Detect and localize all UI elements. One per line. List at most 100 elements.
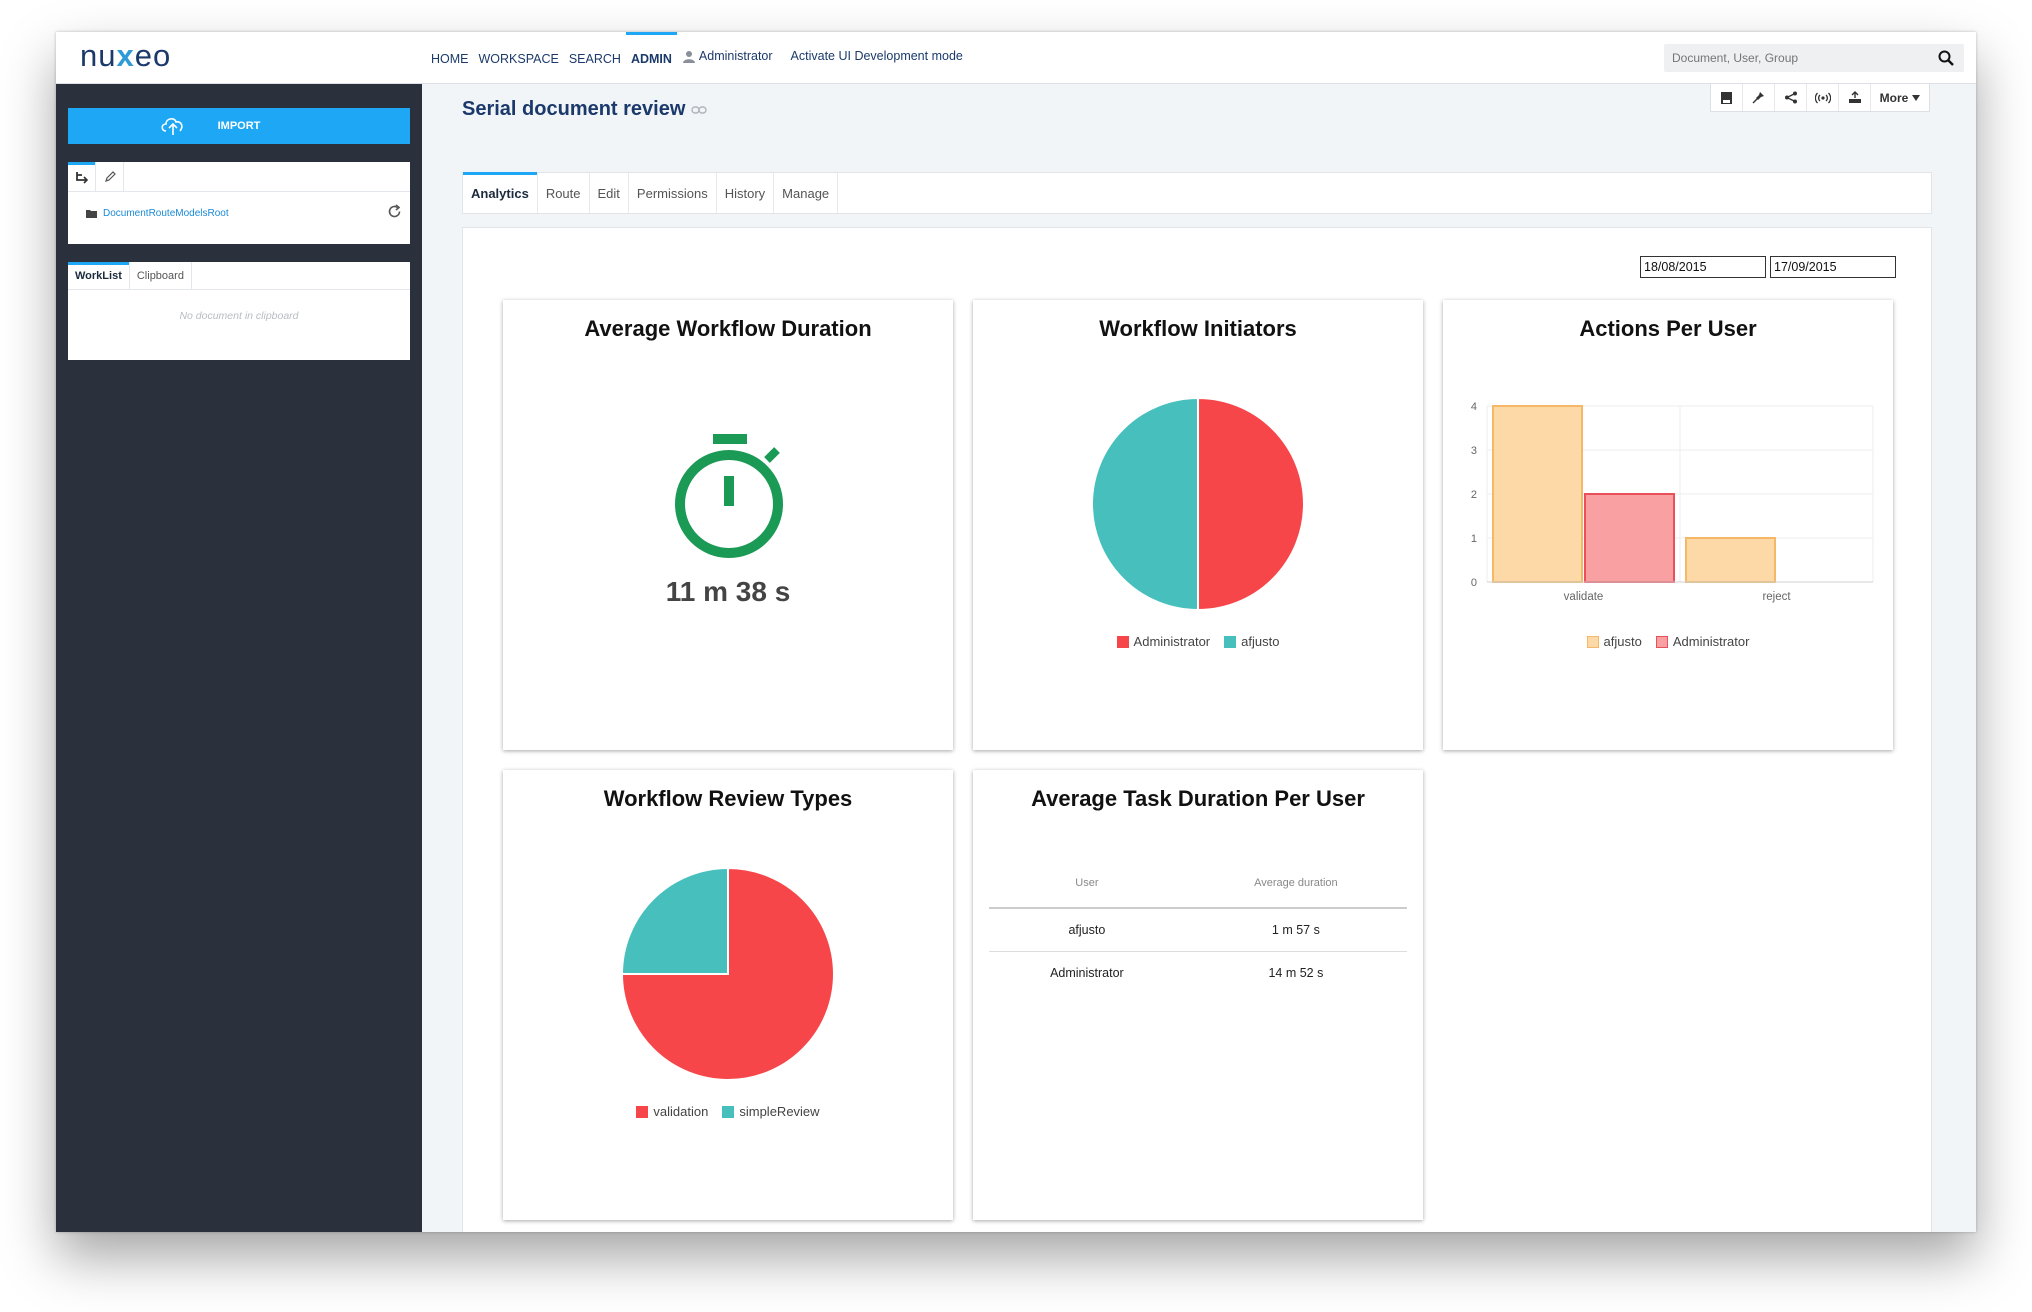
nav-search[interactable]: SEARCH — [568, 52, 621, 66]
legend-swatch — [1224, 635, 1237, 648]
card-actions-per-user: Actions Per User 0 1 2 3 4 validate reject afj… — [1443, 300, 1893, 750]
tab-navigation-tree[interactable] — [68, 162, 96, 192]
nav-workspace[interactable]: WORKSPACE — [478, 52, 559, 66]
page-title: Serial document review — [462, 98, 708, 121]
table-row: afjusto 1 m 57 s — [989, 908, 1407, 952]
tab-route[interactable]: Route — [538, 173, 590, 213]
dev-mode-link[interactable]: Activate UI Development mode — [790, 49, 963, 63]
tree-panel: DocumentRouteModelsRoot — [68, 162, 410, 244]
cell-user: Administrator — [1050, 965, 1124, 980]
clipboard-empty-text: No document in clipboard — [179, 310, 299, 322]
y-tick-label: 4 — [1471, 401, 1477, 413]
tab-clipboard[interactable]: Clipboard — [130, 262, 192, 289]
column-header-user: User — [989, 858, 1185, 909]
document-title: Serial document review — [462, 98, 686, 120]
review-types-pie-chart — [620, 866, 835, 1081]
table-row: Administrator 14 m 52 s — [989, 951, 1407, 994]
tab-analytics[interactable]: Analytics — [463, 172, 538, 213]
cell-duration: 14 m 52 s — [1268, 965, 1324, 980]
caret-down-icon — [1912, 94, 1921, 101]
initiators-pie-chart — [1091, 396, 1305, 612]
cell-duration: 1 m 57 s — [1184, 908, 1407, 952]
bar-afjusto-validate[interactable] — [1492, 405, 1583, 583]
y-tick-label: 0 — [1471, 577, 1477, 589]
card-workflow-initiators: Workflow Initiators Administrator afjusto — [973, 300, 1423, 750]
legend-item: afjusto — [1586, 634, 1642, 649]
legend-swatch — [722, 1105, 735, 1118]
tab-manage[interactable]: Manage — [774, 173, 839, 213]
legend-item: Administrator — [1655, 634, 1749, 649]
pie-slice-validation[interactable] — [620, 866, 835, 1081]
card-title: Workflow Review Types — [603, 786, 853, 811]
user-menu[interactable]: Administrator — [677, 49, 779, 63]
permalink-icon[interactable] — [691, 105, 708, 115]
tree-item-label: DocumentRouteModelsRoot — [103, 208, 229, 219]
start-date-input[interactable] — [1640, 256, 1766, 278]
more-menu-button[interactable]: More — [1871, 84, 1929, 111]
import-label: IMPORT — [217, 120, 261, 132]
card-average-workflow-duration: Average Workflow Duration 11 m 38 s — [503, 300, 953, 750]
y-tick-label: 1 — [1471, 533, 1477, 545]
end-date-input[interactable] — [1770, 256, 1896, 278]
x-tick-label: validate — [1564, 591, 1604, 603]
refresh-icon[interactable] — [387, 204, 402, 219]
pencil-icon — [104, 171, 116, 182]
save-as-icon[interactable] — [1711, 84, 1743, 111]
y-tick-label: 3 — [1471, 445, 1477, 457]
x-tick-label: reject — [1762, 591, 1791, 603]
tab-history[interactable]: History — [717, 173, 775, 213]
cloud-upload-icon — [161, 118, 183, 135]
pie-slice-Administrator[interactable] — [1197, 396, 1305, 612]
bar-afjusto-reject[interactable] — [1685, 537, 1776, 583]
worklist-tabs: WorkList Clipboard — [68, 262, 410, 290]
tree-item-root[interactable]: DocumentRouteModelsRoot — [86, 208, 229, 219]
legend-item: simpleReview — [722, 1104, 820, 1119]
tab-permissions[interactable]: Permissions — [629, 173, 717, 213]
worklist-panel: WorkList Clipboard No document in clipbo… — [68, 262, 410, 360]
share-icon[interactable] — [1775, 84, 1807, 111]
user-name: Administrator — [698, 49, 773, 63]
pie-slice-simpleReview[interactable] — [620, 866, 729, 975]
legend-label: afjusto — [1603, 634, 1642, 649]
legend-swatch — [1655, 635, 1668, 648]
nav-home[interactable]: HOME — [431, 52, 469, 66]
tab-edit-tree[interactable] — [96, 162, 124, 192]
nav-admin[interactable]: ADMIN — [625, 32, 677, 84]
top-bar: nuxeo HOME WORKSPACE SEARCH ADMIN Admini… — [56, 32, 1976, 84]
folder-icon — [86, 210, 97, 218]
card-title: Actions Per User — [1579, 316, 1757, 341]
bar-Administrator-validate[interactable] — [1584, 493, 1675, 583]
subscribe-icon[interactable] — [1807, 84, 1839, 111]
actions-bar-chart: 0 1 2 3 4 validate reject — [1471, 401, 1874, 603]
pie-slice-afjusto[interactable] — [1091, 396, 1199, 612]
actions-legend: afjusto Administrator — [1443, 634, 1893, 649]
analytics-panel: Average Workflow Duration 11 m 38 s Work… — [462, 227, 1932, 1232]
tree-icon — [76, 171, 88, 184]
tab-worklist[interactable]: WorkList — [68, 262, 130, 289]
task-duration-table: User Average duration afjusto 1 m 57 s A… — [989, 858, 1407, 994]
table-header-row: User Average duration — [989, 858, 1407, 909]
tree-tabs — [68, 162, 410, 192]
pin-icon[interactable] — [1743, 84, 1775, 111]
more-label: More — [1879, 90, 1909, 105]
export-icon[interactable] — [1839, 84, 1871, 111]
legend-label: Administrator — [1133, 634, 1211, 649]
initiators-legend: Administrator afjusto — [973, 634, 1423, 649]
card-title: Average Workflow Duration — [584, 316, 872, 341]
legend-swatch — [1586, 635, 1599, 648]
card-workflow-review-types: Workflow Review Types validation simpleRe… — [503, 770, 953, 1220]
column-header-average-duration: Average duration — [1184, 858, 1407, 909]
card-title: Average Task Duration Per User — [1031, 786, 1365, 811]
main-nav: HOME WORKSPACE SEARCH ADMIN Administrato… — [426, 32, 963, 84]
import-button[interactable]: IMPORT — [68, 108, 410, 144]
search-icon[interactable] — [1938, 50, 1954, 66]
cell-user: afjusto — [989, 908, 1185, 952]
search-input[interactable] — [1664, 44, 1924, 72]
legend-label: validation — [653, 1104, 709, 1119]
document-tabs: Analytics Route Edit Permissions History… — [462, 172, 1932, 214]
document-actions: More — [1710, 84, 1930, 112]
nuxeo-logo[interactable]: nuxeo — [80, 38, 172, 73]
card-title: Workflow Initiators — [1099, 316, 1297, 341]
y-tick-label: 2 — [1471, 489, 1477, 501]
tab-edit[interactable]: Edit — [590, 173, 629, 213]
